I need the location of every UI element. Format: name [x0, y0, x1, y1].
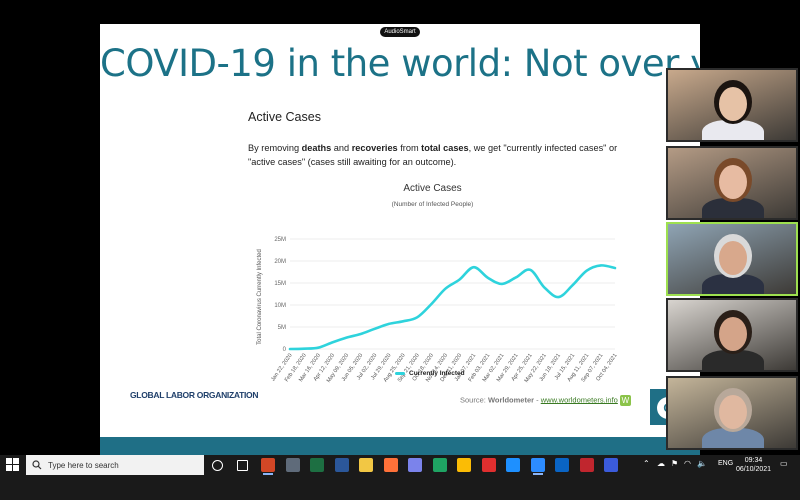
intro-text: By removing — [248, 143, 302, 153]
intro-bold-recoveries: recoveries — [351, 143, 398, 153]
app-grid-icon[interactable] — [408, 458, 422, 472]
worldometer-logo-icon: W — [619, 395, 631, 406]
language-indicator[interactable]: ENG — [718, 460, 734, 467]
edge-icon[interactable] — [432, 458, 447, 472]
task-view-icon[interactable] — [236, 460, 248, 471]
show-hidden-icons-chevron-icon[interactable]: ⌃ — [643, 459, 650, 468]
source-separator: - — [534, 395, 541, 405]
y-axis-label: Total Coronavirus Currently Infected — [257, 249, 263, 345]
participant-video-tile[interactable] — [666, 222, 798, 296]
firefox-icon[interactable] — [383, 458, 398, 472]
chart-legend[interactable]: Currently Infected — [395, 370, 465, 377]
participant-torso — [702, 274, 764, 294]
cloud-icon[interactable]: ☁ — [657, 459, 665, 468]
y-tick-label: 0 — [283, 347, 287, 353]
notification-icon[interactable]: ▭ — [780, 459, 788, 468]
system-clock[interactable]: 09:34 06/10/2021 — [736, 456, 771, 474]
media-icon[interactable] — [579, 458, 594, 472]
intro-text: from — [397, 143, 422, 153]
y-tick-label: 25M — [274, 237, 286, 243]
section-heading: Active Cases — [248, 110, 321, 124]
presentation-slide: COVID-19 in the world: Not over yet! Act… — [100, 24, 700, 455]
powerpoint-icon[interactable] — [261, 458, 275, 475]
participant-face — [719, 165, 747, 199]
chart-title: Active Cases — [403, 183, 462, 194]
excel-icon[interactable] — [310, 458, 324, 472]
notes-icon[interactable] — [604, 458, 618, 472]
file-explorer-icon[interactable] — [359, 458, 373, 472]
acrobat-icon[interactable] — [481, 458, 496, 472]
chrome-icon[interactable] — [457, 458, 471, 472]
volume-icon[interactable]: 🔈 — [697, 459, 707, 468]
flag-icon[interactable]: ⚑ — [671, 459, 679, 468]
participant-video-tile[interactable] — [666, 146, 798, 220]
intro-text: , we get "currently infected cases" or "… — [248, 143, 618, 167]
intro-text: and — [331, 143, 352, 153]
intro-bold-deaths: deaths — [301, 143, 332, 153]
slide-footer-bar — [100, 437, 700, 455]
participant-video-tile[interactable] — [666, 298, 798, 372]
participant-face — [719, 395, 747, 429]
search-icon — [32, 460, 42, 470]
participant-face — [719, 317, 747, 351]
series-line-currently-infected — [288, 264, 617, 351]
participant-face — [719, 241, 747, 275]
participant-video-tile[interactable] — [666, 68, 798, 142]
chart-subtitle: (Number of Infected People) — [391, 201, 474, 208]
y-tick-label: 10M — [274, 303, 286, 309]
organization-name: GLOBAL LABOR ORGANIZATION — [130, 390, 259, 400]
calculator-icon[interactable] — [285, 458, 300, 472]
zoom-icon[interactable] — [530, 458, 545, 475]
wifi-icon[interactable]: ◠ — [684, 459, 691, 468]
participant-face — [719, 87, 747, 121]
intro-bold-total-cases: total cases — [421, 143, 469, 153]
participant-torso — [702, 120, 764, 140]
participant-torso — [702, 428, 764, 448]
participant-video-tile[interactable] — [666, 376, 798, 450]
slide-title: COVID-19 in the world: Not over yet! — [100, 42, 700, 85]
participant-torso — [702, 350, 764, 370]
search-placeholder: Type here to search — [48, 460, 119, 470]
clock-date: 06/10/2021 — [736, 466, 772, 473]
lync-icon[interactable] — [506, 458, 520, 472]
intro-paragraph: By removing deaths and recoveries from t… — [248, 141, 628, 169]
participant-torso — [702, 198, 764, 218]
source-name: Worldometer — [487, 395, 535, 405]
clock-time: 09:34 — [744, 457, 763, 464]
cortana-icon[interactable] — [212, 460, 223, 471]
legend-swatch — [395, 372, 405, 375]
y-tick-label: 15M — [274, 281, 286, 287]
outlook-icon[interactable] — [555, 458, 569, 472]
source-link[interactable]: www.worldometers.info — [540, 395, 618, 405]
y-tick-label: 20M — [274, 259, 286, 265]
legend-label: Currently Infected — [409, 370, 465, 377]
source-credit: Source: Worldometer - www.worldometers.i… — [460, 395, 631, 406]
taskbar-search-input[interactable]: Type here to search — [26, 455, 204, 475]
y-tick-label: 5M — [278, 325, 286, 331]
source-label: Source: — [460, 395, 488, 405]
screen-share-stage: COVID-19 in the world: Not over yet! Act… — [100, 24, 798, 455]
word-icon[interactable] — [334, 458, 349, 472]
windows-start-icon[interactable] — [6, 458, 20, 472]
audio-badge: AudioSmart — [380, 27, 420, 37]
